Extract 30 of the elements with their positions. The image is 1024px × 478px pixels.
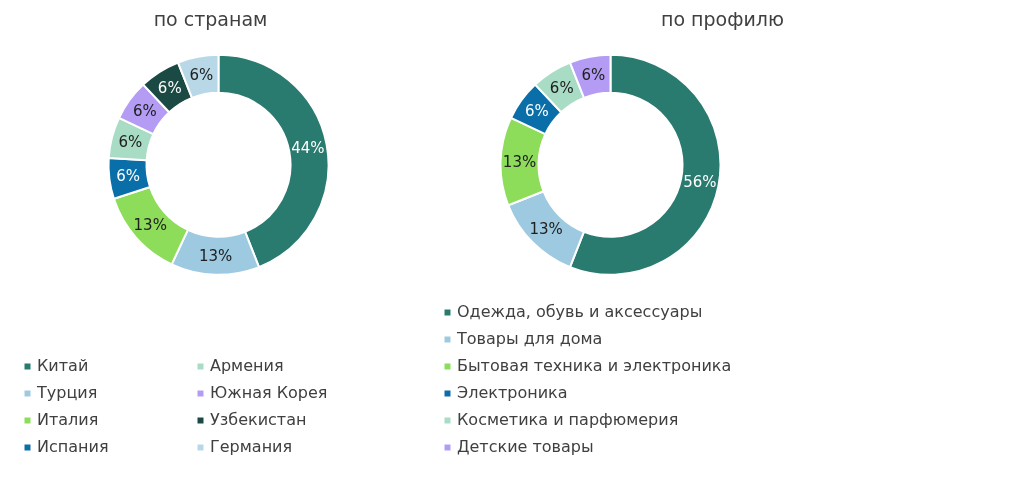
chart-title: по странам xyxy=(153,7,268,30)
data-label: 6% xyxy=(581,66,606,85)
legend-label: Детские товары xyxy=(457,437,595,456)
legend-label: Одежда, обувь и аксессуары xyxy=(457,302,703,321)
data-label: 6% xyxy=(116,167,141,186)
data-label: 56% xyxy=(683,172,717,191)
data-label: 6% xyxy=(157,78,182,97)
legend-label: Китай xyxy=(37,356,90,375)
data-label: 13% xyxy=(529,220,563,239)
legend-label: Товары для дома xyxy=(457,329,604,348)
legend-label: Узбекистан xyxy=(210,410,308,429)
legend-label: Турция xyxy=(37,383,99,402)
legend-label: Южная Корея xyxy=(210,383,329,402)
legend-label: Армения xyxy=(210,356,285,375)
legend-label: Косметика и парфюмерия xyxy=(457,410,679,429)
legend-label: Италия xyxy=(37,410,100,429)
data-label: 6% xyxy=(189,66,214,85)
data-label: 6% xyxy=(524,102,549,121)
data-label: 6% xyxy=(132,102,157,121)
chart-title: по профилю xyxy=(661,7,784,30)
data-label: 6% xyxy=(549,78,574,97)
legend-label: Электроника xyxy=(457,383,569,402)
legend-label: Испания xyxy=(37,437,110,456)
legend-label: Германия xyxy=(210,437,294,456)
legend-label: Бытовая техника и электроника xyxy=(457,356,732,375)
data-label: 13% xyxy=(133,216,167,235)
data-label: 6% xyxy=(118,133,143,152)
data-label: 13% xyxy=(198,246,233,265)
data-label: 13% xyxy=(502,152,537,171)
data-label: 44% xyxy=(291,138,325,157)
